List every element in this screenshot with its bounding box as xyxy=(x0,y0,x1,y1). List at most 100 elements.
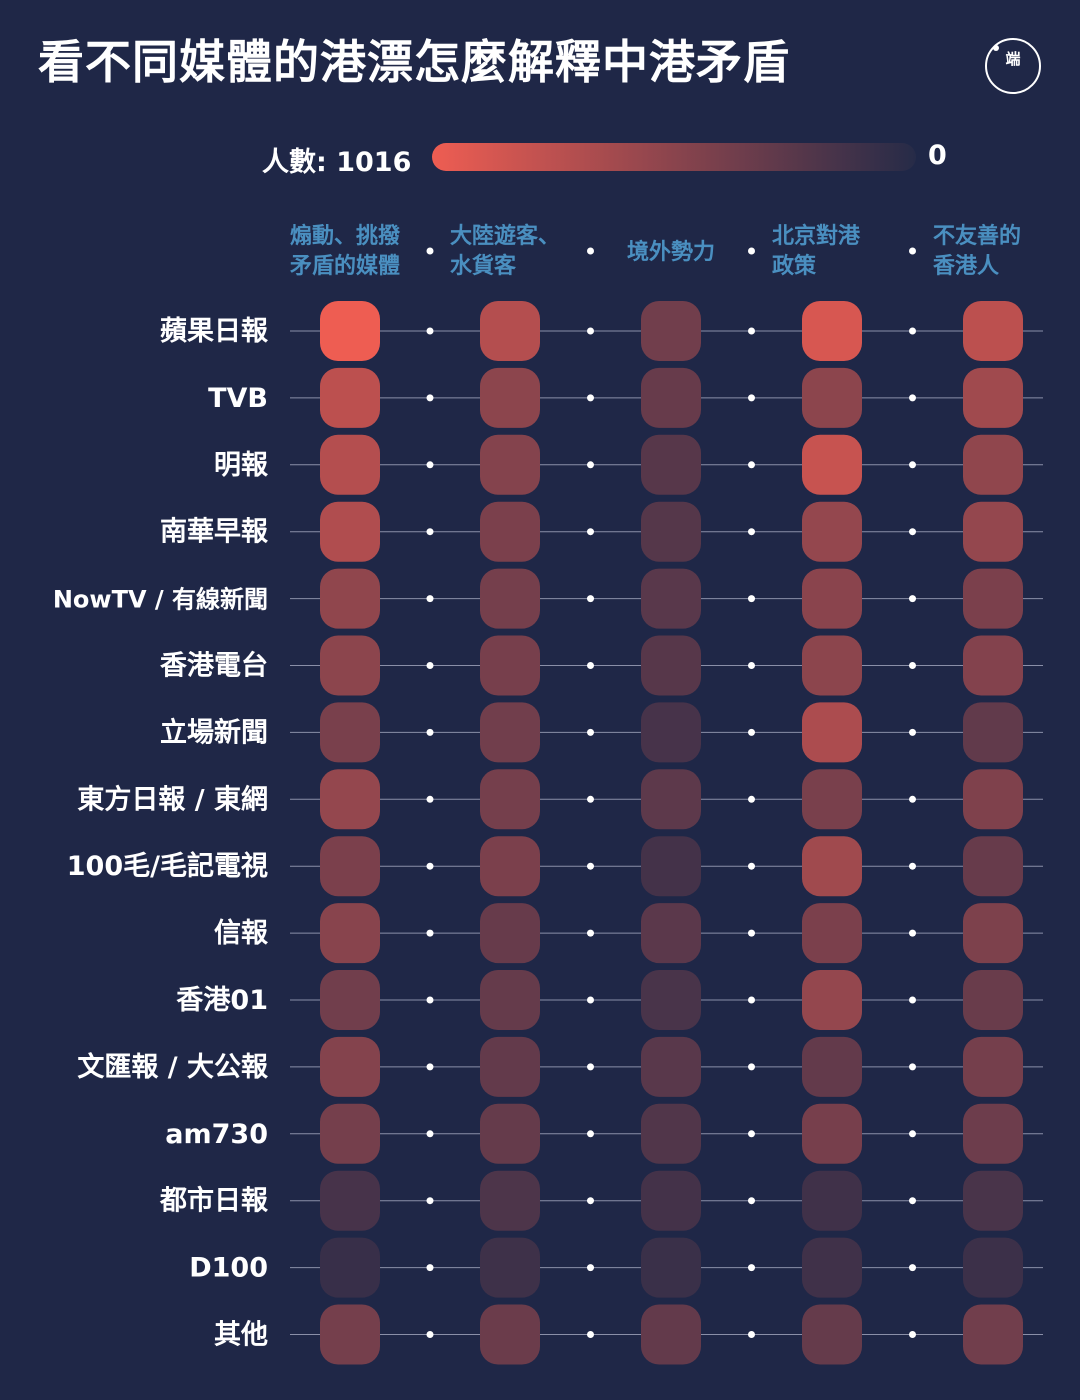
heatmap-cell xyxy=(802,1237,862,1298)
row-dot xyxy=(748,862,755,870)
row-dot xyxy=(748,1130,755,1138)
heatmap-cell xyxy=(320,836,380,897)
row-dot xyxy=(587,595,594,603)
row-dot xyxy=(426,394,434,402)
row-dot xyxy=(748,996,755,1004)
heatmap-cell xyxy=(480,970,540,1030)
heatmap-cell xyxy=(320,702,380,763)
row-dot xyxy=(587,728,594,736)
heatmap-cell xyxy=(480,1036,540,1097)
heatmap-cell xyxy=(802,836,862,897)
heatmap-cell xyxy=(641,1036,701,1097)
row-dot xyxy=(587,461,594,469)
heatmap-cell xyxy=(963,1103,1023,1164)
heatmap-cell xyxy=(320,568,380,629)
row-dot xyxy=(426,728,434,736)
heatmap-cell xyxy=(802,568,862,629)
heatmap-cell xyxy=(641,1237,701,1298)
row-dot xyxy=(426,1331,434,1338)
row-dot xyxy=(587,327,594,335)
row-dot xyxy=(426,1130,434,1138)
row-dot xyxy=(426,1264,434,1272)
row-label: NowTV / 有線新聞 xyxy=(53,586,268,614)
row-dot xyxy=(748,1063,755,1071)
heatmap-cell xyxy=(641,1170,701,1231)
heatmap-cell xyxy=(802,367,862,428)
row-dot xyxy=(909,1331,916,1338)
logo-text: 端 xyxy=(1005,50,1021,68)
column-header-line: 香港人 xyxy=(933,254,999,279)
heatmap-cell xyxy=(480,635,540,696)
heatmap-cell xyxy=(963,903,1023,964)
row-dot xyxy=(909,929,916,937)
column-header-line: 煽動、挑撥 xyxy=(290,223,401,249)
heatmap-cell xyxy=(641,301,701,361)
row-dot xyxy=(909,461,916,469)
heatmap-cell xyxy=(320,1304,380,1365)
row-dot xyxy=(748,1264,755,1272)
row-dot xyxy=(426,528,434,536)
row-dot xyxy=(909,1130,916,1138)
heatmap-cell xyxy=(320,301,380,361)
heatmap-cell xyxy=(641,501,701,562)
logo-icon: 端 xyxy=(985,38,1041,94)
heatmap-cell xyxy=(963,769,1023,830)
heatmap-cell xyxy=(641,367,701,428)
row-dot xyxy=(426,327,434,335)
row-dot xyxy=(587,862,594,870)
row-dot xyxy=(426,996,434,1004)
heatmap-cell xyxy=(802,970,862,1030)
row-dot xyxy=(748,528,755,536)
heatmap-cell xyxy=(480,501,540,562)
row-dot xyxy=(426,1197,434,1205)
column-header-line: 矛盾的媒體 xyxy=(289,253,400,279)
heatmap-cell xyxy=(802,769,862,830)
heatmap-cell xyxy=(641,635,701,696)
heatmap-cell xyxy=(641,568,701,629)
heatmap-cell xyxy=(641,903,701,964)
row-dot xyxy=(587,1264,594,1272)
legend-max-value: 1016 xyxy=(336,147,412,178)
header-dot xyxy=(587,247,594,255)
row-label: 明報 xyxy=(214,450,269,481)
row-dot xyxy=(748,662,755,669)
heatmap-cell xyxy=(641,836,701,897)
heatmap-cell xyxy=(963,1304,1023,1365)
heatmap-cell xyxy=(641,702,701,763)
row-label: 信報 xyxy=(214,918,269,949)
row-dot xyxy=(426,595,434,603)
column-header-line: 水貨客 xyxy=(450,253,517,279)
heatmap-cell xyxy=(963,1237,1023,1298)
row-dot xyxy=(748,595,755,603)
row-dot xyxy=(587,996,594,1004)
row-dot xyxy=(587,1331,594,1338)
heatmap-cell xyxy=(963,635,1023,696)
heatmap-cell xyxy=(802,1170,862,1231)
column-header-line: 不友善的 xyxy=(933,223,1021,249)
heatmap-cell xyxy=(480,434,540,495)
legend-gradient-bar xyxy=(432,143,916,171)
heatmap-cell xyxy=(320,1103,380,1164)
heatmap-cell xyxy=(641,769,701,830)
row-dot xyxy=(587,1130,594,1138)
row-dot xyxy=(587,929,594,937)
row-dot xyxy=(748,394,755,402)
row-dot xyxy=(909,394,916,402)
row-dot xyxy=(748,795,755,803)
row-label: 100毛/毛記電視 xyxy=(67,850,268,882)
row-label: 文匯報 / 大公報 xyxy=(77,1051,269,1083)
heatmap-cell xyxy=(802,301,862,361)
header-dot xyxy=(909,247,916,255)
row-dot xyxy=(909,728,916,736)
row-label: 立場新聞 xyxy=(160,716,268,748)
heatmap-cell xyxy=(963,1170,1023,1231)
logo-dot xyxy=(993,45,999,51)
row-dot xyxy=(426,795,434,803)
row-label: 香港電台 xyxy=(160,650,268,682)
heatmap-cell xyxy=(480,1103,540,1164)
heatmap-cell xyxy=(641,1304,701,1365)
heatmap-cell xyxy=(641,1103,701,1164)
row-dot xyxy=(909,595,916,603)
heatmap-cell xyxy=(320,970,380,1030)
